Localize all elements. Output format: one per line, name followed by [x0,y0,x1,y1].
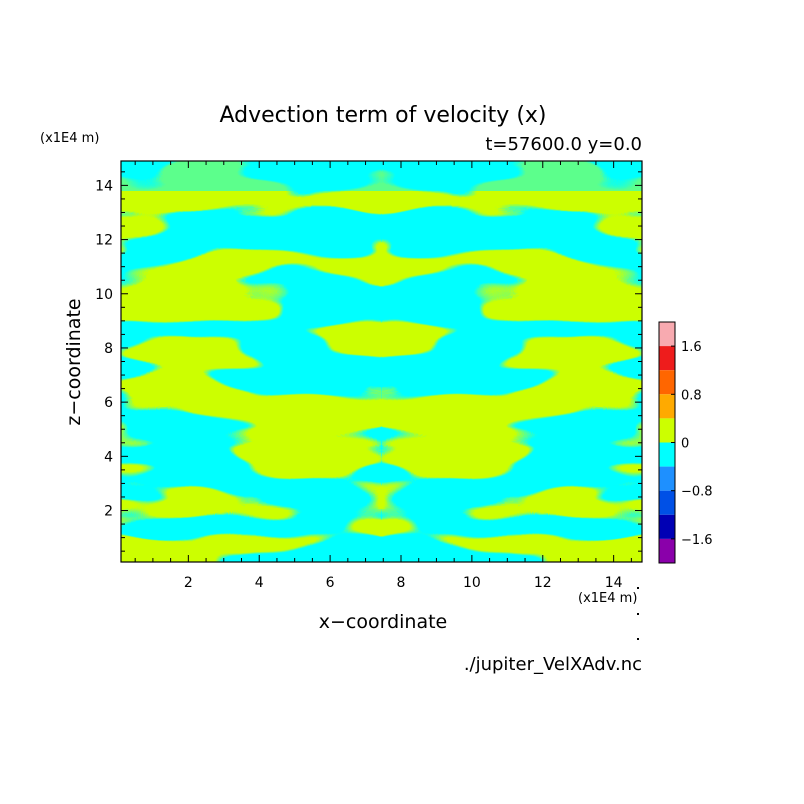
x-unit-label: (x1E4 m) [578,591,637,606]
colorbar-tick-label: −1.6 [681,533,713,548]
colorbar-swatch [659,442,675,467]
chart-title: Advection term of velocity (x) [219,103,546,128]
x-tick-label: 12 [534,575,552,591]
colorbar-swatch [659,346,675,371]
y-tick-label: 4 [104,449,113,465]
y-tick-label: 10 [95,287,113,303]
colorbar-swatch [659,394,675,419]
colorbar-swatch [659,490,675,515]
negative-region [121,161,382,562]
y-tick-label: 14 [95,178,113,194]
marker-dot-2 [637,613,639,615]
x-tick-label: 14 [605,575,623,591]
y-tick-label: 6 [104,395,113,411]
negative-region-mirror [381,161,642,562]
x-tick-label: 10 [463,575,481,591]
colorbar-tick-label: −0.8 [681,485,713,500]
colorbar-swatch [659,418,675,443]
colorbar-swatch [659,466,675,491]
colorbar-swatch [659,538,675,563]
marker-dot-3 [637,638,639,640]
axis-ticks: 2 4 6 8 10 12 14 2 4 6 8 10 12 14 [95,161,642,591]
plot-area [121,161,642,562]
colorbar-swatch [659,370,675,395]
field-right-half [381,161,642,562]
x-tick-label: 8 [397,575,406,591]
top-band [121,161,642,191]
y-axis-label: z−coordinate [63,298,85,425]
colorbar: 1.6 0.8 0 −0.8 −1.6 [658,321,713,564]
colorbar-swatch [659,322,675,347]
colorbar-tick-label: 1.6 [681,340,702,355]
x-tick-label: 4 [255,575,264,591]
y-tick-label: 2 [104,504,113,520]
field-left-half [121,161,382,562]
x-tick-label: 2 [184,575,193,591]
marker-dot-1 [637,587,639,589]
y-unit-label: (x1E4 m) [40,131,99,146]
y-tick-label: 12 [95,233,113,249]
chart-subtitle: t=57600.0 y=0.0 [485,134,642,155]
source-file-label: ./jupiter_VelXAdv.nc [464,654,642,675]
y-tick-label: 8 [104,341,113,357]
x-axis-label: x−coordinate [319,611,448,633]
colorbar-swatch [659,514,675,539]
colorbar-tick-label: 0.8 [681,388,702,403]
x-tick-label: 6 [326,575,335,591]
colorbar-tick-label: 0 [681,437,689,452]
